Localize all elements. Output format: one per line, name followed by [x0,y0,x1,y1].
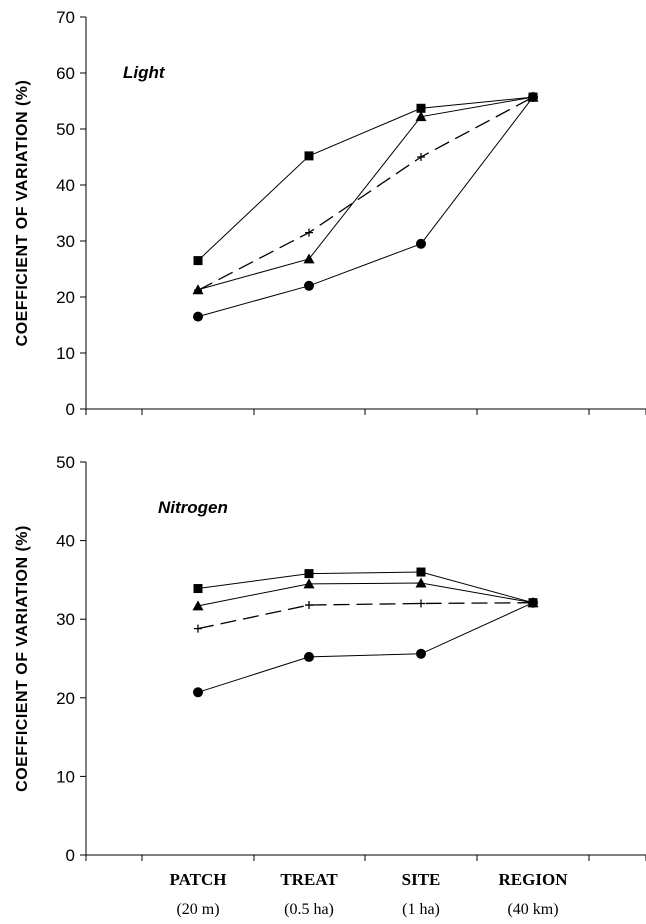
data-point-triangle [415,577,427,588]
y-tick-label: 20 [56,288,75,307]
x-category-sublabel: (1 ha) [402,901,440,918]
data-point-square [416,567,426,577]
panel-1: 0 10 20 30 40 50 60 70 COEFFICIENT OF VARIATION … [14,8,646,419]
y-axis-label: COEFFICIENT OF VARIATION (%) [14,525,31,792]
data-point-square [304,569,314,579]
x-category-sublabel: (40 km) [507,901,558,918]
y-tick-label: 50 [56,453,75,472]
data-point-circle [528,92,538,103]
series-line-plus [197,602,534,630]
data-point-square [416,103,426,113]
data-point-circle [528,597,538,608]
data-point-plus [305,601,313,610]
panel-title: Light [123,63,166,82]
series-line-square [197,96,534,261]
y-axis-label: COEFFICIENT OF VARIATION (%) [14,80,31,347]
series-line-triangle [197,96,534,291]
series-line-circle [197,96,534,318]
x-category-label: SITE [402,870,441,889]
y-tick-label: 50 [56,120,75,139]
data-point-circle [416,648,426,659]
data-point-circle [193,311,203,322]
data-point-triangle [415,111,427,122]
data-point-square [193,584,203,594]
data-point-plus [194,286,202,295]
y-tick-label: 60 [56,64,75,83]
y-tick-label: 30 [56,610,75,629]
y-tick-label: 10 [56,767,75,786]
data-point-plus [305,228,313,237]
data-point-square [193,256,203,266]
x-category-label: PATCH [170,870,227,889]
series-line-triangle [197,582,534,607]
data-point-circle [304,280,314,291]
data-point-plus [417,153,425,161]
data-point-plus [417,599,425,608]
data-point-triangle [192,600,204,611]
y-tick-label: 70 [56,8,75,27]
y-tick-label: 40 [56,176,75,195]
panel-title: Nitrogen [158,498,228,517]
y-tick-label: 0 [66,400,75,419]
y-tick-label: 0 [66,846,75,865]
y-tick-label: 40 [56,532,75,551]
data-point-plus [194,624,202,633]
x-category-label: REGION [499,870,569,889]
data-point-circle [304,651,314,662]
series-line-circle [197,602,534,693]
y-tick-label: 30 [56,232,75,251]
data-point-square [304,151,314,161]
x-category-sublabel: (0.5 ha) [284,901,334,918]
series-line-plus [197,96,534,291]
y-tick-label: 10 [56,344,75,363]
data-point-circle [416,238,426,249]
data-point-triangle [303,253,315,264]
data-point-triangle [303,578,315,589]
series-line-square [197,571,534,604]
x-category-label: TREAT [280,870,338,889]
x-category-sublabel: (20 m) [176,901,219,918]
data-point-circle [193,687,203,698]
y-tick-label: 20 [56,689,75,708]
panel-2: 0 10 20 30 40 50 COEFFICIENT OF VARIATION (%) N… [14,453,646,918]
